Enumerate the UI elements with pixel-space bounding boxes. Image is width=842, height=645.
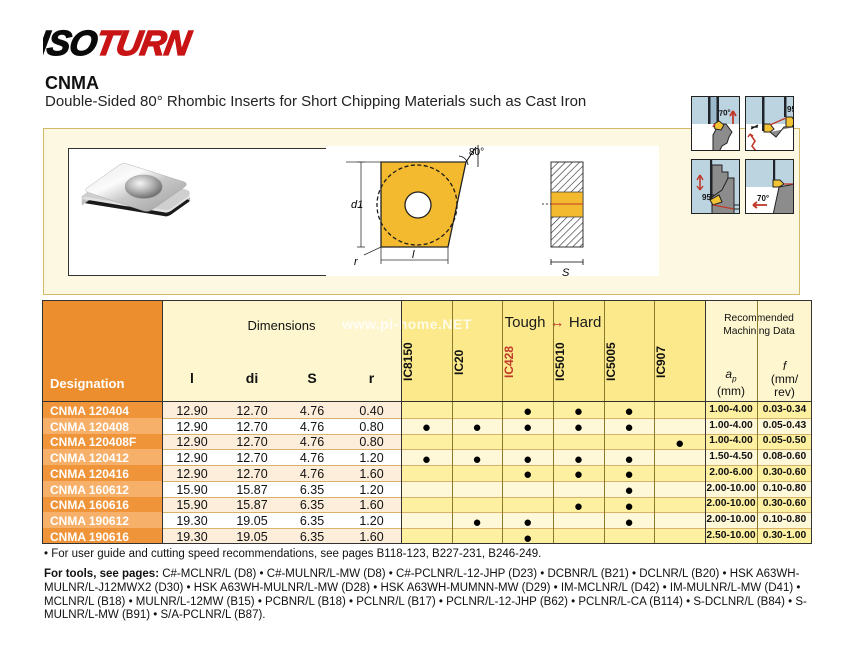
svg-text:l: l [412, 249, 415, 261]
svg-text:ISOTURN: ISOTURN [43, 24, 195, 60]
svg-text:r: r [354, 256, 359, 268]
svg-text:70°: 70° [718, 108, 731, 118]
svg-text:d1: d1 [351, 199, 363, 211]
svg-text:95°: 95° [787, 105, 794, 114]
svg-text:S: S [562, 267, 570, 279]
svg-text:80°: 80° [469, 147, 484, 158]
svg-text:70°: 70° [757, 194, 769, 203]
svg-text:95°: 95° [702, 193, 714, 202]
